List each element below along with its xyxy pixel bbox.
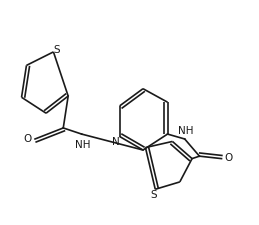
- Text: S: S: [151, 189, 157, 199]
- Text: NH: NH: [178, 125, 194, 135]
- Text: S: S: [53, 45, 60, 55]
- Text: NH: NH: [75, 140, 91, 150]
- Text: O: O: [225, 153, 233, 163]
- Text: O: O: [24, 133, 32, 143]
- Text: N: N: [112, 136, 120, 146]
